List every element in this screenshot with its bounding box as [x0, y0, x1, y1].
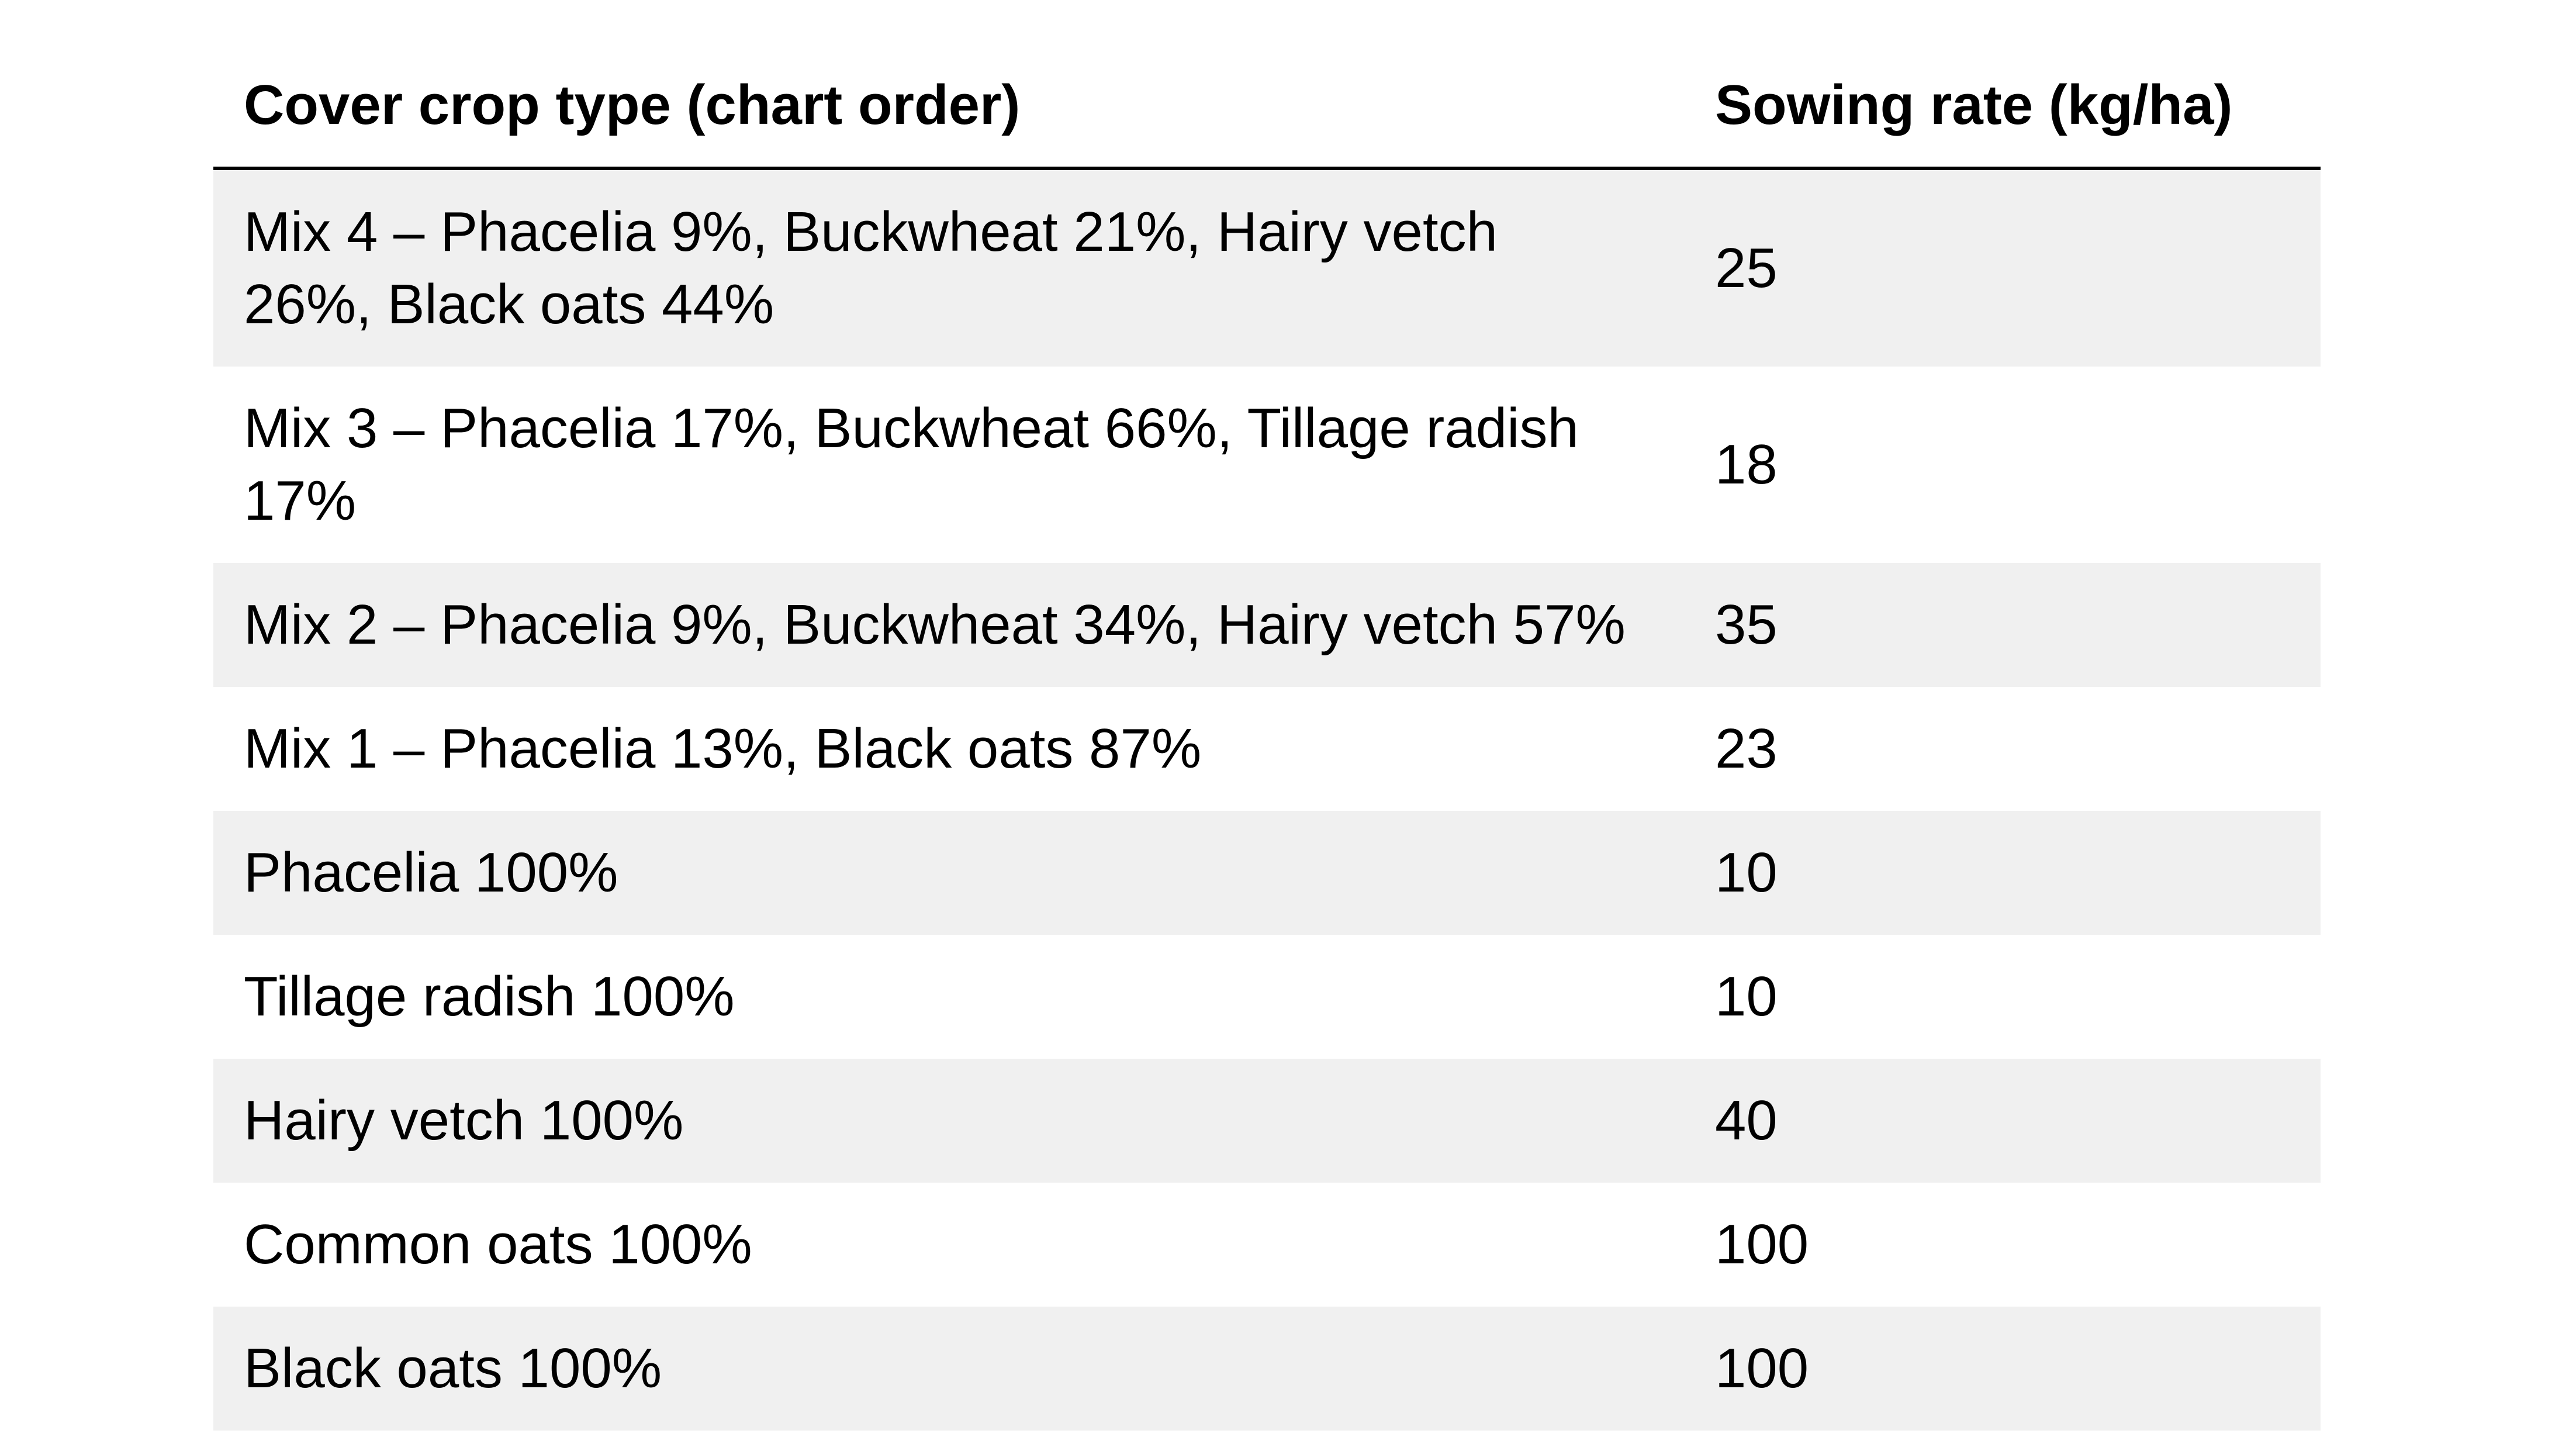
table-row: Tillage radish 100% 10: [213, 935, 2321, 1059]
sowing-rate-cell: 100: [1715, 1337, 1809, 1400]
crop-type-cell: Tillage radish 100%: [244, 965, 735, 1028]
crop-type-cell: Hairy vetch 100%: [244, 1089, 684, 1152]
crop-type-cell: Phacelia 100%: [244, 841, 618, 904]
table-row: Mix 2 – Phacelia 9%, Buckwheat 34%, Hair…: [213, 563, 2321, 687]
crop-type-cell: Common oats 100%: [244, 1213, 752, 1276]
sowing-rate-cell: 25: [1715, 237, 1778, 299]
table-header-row: Cover crop type (chart order) Sowing rat…: [213, 44, 2321, 170]
table-row: Phacelia 100% 10: [213, 811, 2321, 935]
column-header-sowing-rate: Sowing rate (kg/ha): [1715, 74, 2233, 136]
table-body: Mix 4 – Phacelia 9%, Buckwheat 21%, Hair…: [213, 170, 2321, 1431]
table-row: Hairy vetch 100% 40: [213, 1059, 2321, 1183]
sowing-rate-cell: 10: [1715, 841, 1778, 904]
table-row: Mix 1 – Phacelia 13%, Black oats 87% 23: [213, 687, 2321, 811]
sowing-rate-cell: 100: [1715, 1213, 1809, 1276]
cover-crop-sowing-rate-table: Cover crop type (chart order) Sowing rat…: [213, 44, 2321, 1431]
table-row: Mix 4 – Phacelia 9%, Buckwheat 21%, Hair…: [213, 170, 2321, 367]
sowing-rate-cell: 40: [1715, 1089, 1778, 1152]
sowing-rate-cell: 35: [1715, 593, 1778, 656]
crop-type-cell: Mix 4 – Phacelia 9%, Buckwheat 21%, Hair…: [244, 201, 1498, 336]
table-row: Mix 3 – Phacelia 17%, Buckwheat 66%, Til…: [213, 367, 2321, 563]
crop-type-cell: Black oats 100%: [244, 1337, 662, 1400]
sowing-rate-cell: 10: [1715, 965, 1778, 1028]
column-header-cover-crop-type: Cover crop type (chart order): [244, 74, 1021, 136]
sowing-rate-cell: 18: [1715, 433, 1778, 496]
crop-type-cell: Mix 3 – Phacelia 17%, Buckwheat 66%, Til…: [244, 397, 1579, 532]
sowing-rate-cell: 23: [1715, 717, 1778, 780]
crop-type-cell: Mix 2 – Phacelia 9%, Buckwheat 34%, Hair…: [244, 593, 1626, 656]
table-row: Common oats 100% 100: [213, 1183, 2321, 1307]
table-row: Black oats 100% 100: [213, 1307, 2321, 1431]
crop-type-cell: Mix 1 – Phacelia 13%, Black oats 87%: [244, 717, 1202, 780]
